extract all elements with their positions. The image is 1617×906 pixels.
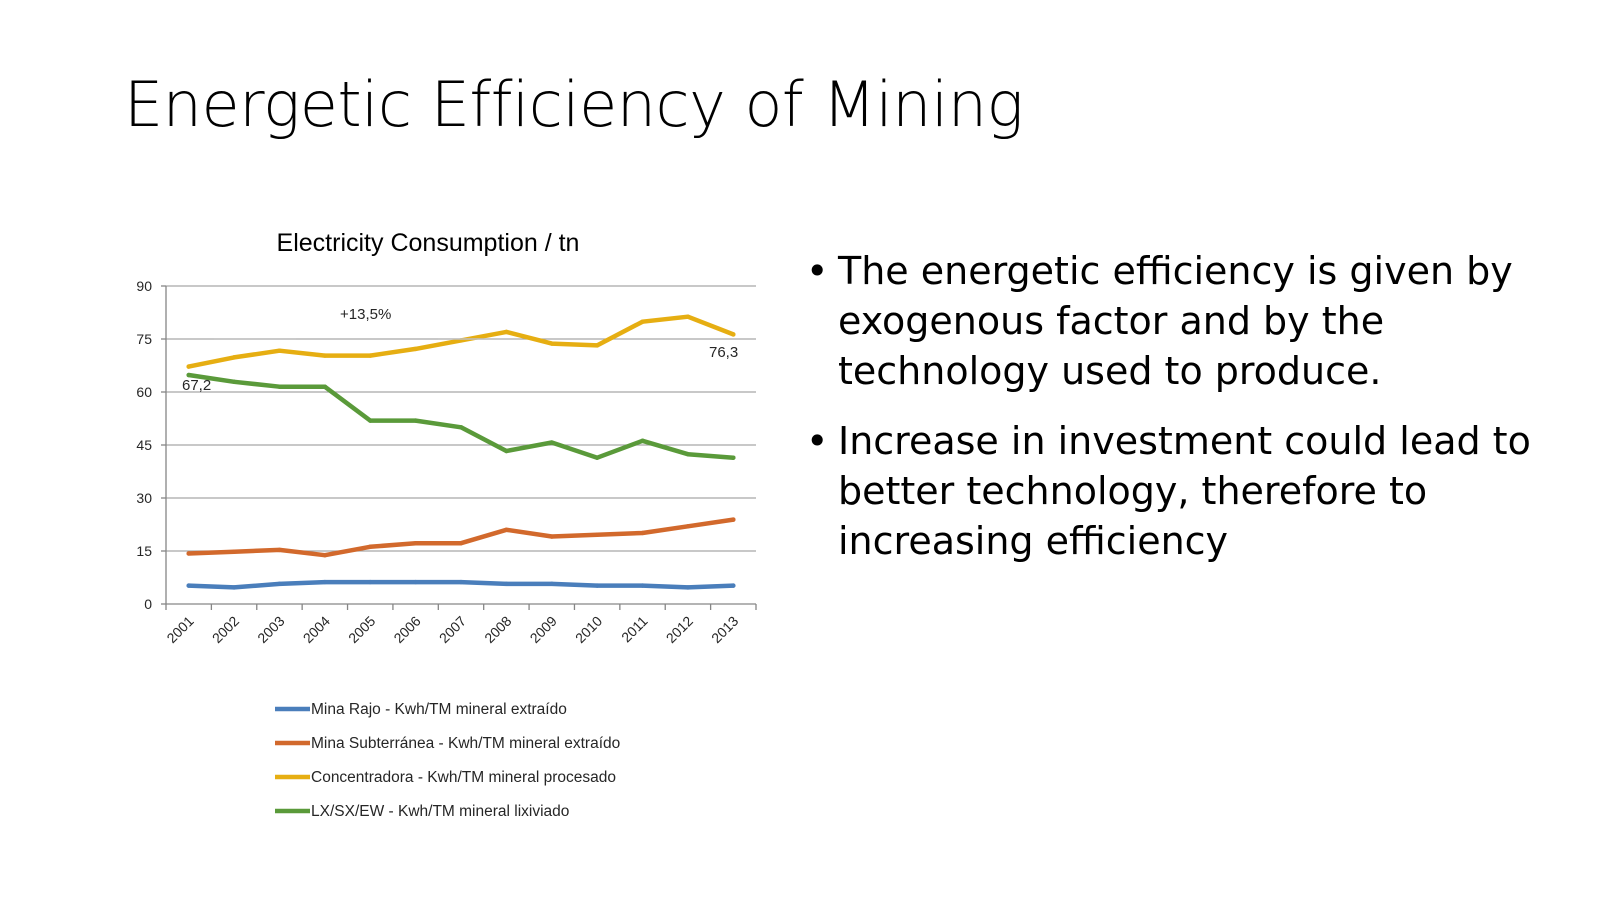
data-point [186, 372, 191, 378]
data-point [322, 353, 328, 358]
data-point [368, 353, 373, 358]
y-tick-label: 90 [136, 278, 152, 294]
data-point [322, 553, 328, 558]
x-tick-label: 2002 [209, 613, 242, 646]
data-point [549, 341, 554, 346]
series-line [186, 517, 736, 558]
x-tick-label: 2008 [481, 613, 514, 646]
x-tick-label: 2004 [300, 613, 333, 646]
data-point [413, 346, 418, 352]
bullet-item: • The energetic efficiency is given by ex… [806, 246, 1598, 396]
data-point [277, 547, 282, 553]
y-tick-label: 30 [136, 490, 152, 506]
bullet-text: The energetic efficiency is given by exo… [838, 249, 1513, 393]
legend-label: LX/SX/EW - Kwh/TM mineral lixiviado [311, 803, 569, 820]
annotations: +13,5% 67,2 76,3 [182, 306, 738, 394]
data-point [231, 549, 237, 554]
data-point [731, 583, 736, 588]
legend-label: Mina Rajo - Kwh/TM mineral extraído [311, 701, 567, 718]
data-point [368, 579, 373, 585]
legend: Mina Rajo - Kwh/TM mineral extraído Mina … [275, 701, 620, 820]
data-point [458, 541, 464, 546]
x-axis: 2001 2002 2003 2004 2005 2006 2007 2008 2009 2010… [163, 603, 757, 646]
data-point [640, 530, 645, 536]
x-tick-label: 2011 [618, 613, 651, 646]
data-point [549, 534, 554, 539]
chart-title: Electricity Consumption / tn [277, 229, 580, 257]
annotation-start-value: 67,2 [182, 377, 211, 394]
data-point [685, 314, 691, 319]
line-chart: Electricity Consumption / tn 0 15 30 45 60 75… [136, 229, 757, 820]
bullet-text: Increase in investment could lead to bet… [838, 419, 1531, 563]
data-point [322, 579, 328, 585]
y-tick-label: 75 [136, 331, 152, 347]
data-point [504, 329, 509, 335]
data-point [231, 355, 237, 360]
bullet-item: • Increase in investment could lead to be… [806, 416, 1598, 566]
data-point [504, 527, 509, 532]
y-tick-label: 15 [136, 543, 152, 559]
data-point [731, 517, 736, 522]
data-point [368, 418, 373, 423]
bullet-icon: • [806, 249, 829, 293]
x-tick-label: 2012 [663, 613, 696, 646]
data-point [504, 448, 509, 454]
data-point [186, 364, 191, 369]
data-point [640, 438, 645, 443]
data-point [368, 544, 373, 549]
data-point [186, 551, 191, 556]
x-tick-label: 2007 [436, 613, 469, 646]
data-point [277, 581, 282, 587]
data-point [277, 348, 282, 353]
annotation-growth: +13,5% [340, 306, 391, 323]
data-point [186, 583, 191, 588]
data-point [231, 379, 237, 384]
data-point [685, 451, 691, 457]
x-tick-label: 2009 [527, 613, 560, 646]
x-tick-label: 2010 [572, 613, 605, 646]
data-point [731, 455, 736, 460]
x-tick-label: 2005 [345, 613, 378, 646]
data-point [640, 319, 645, 324]
legend-label: Concentradora - Kwh/TM mineral procesado [311, 769, 616, 786]
data-point [685, 524, 691, 529]
data-point [594, 343, 600, 348]
slide-title: Energetic Efficiency of Mining [124, 68, 1024, 141]
data-point [549, 581, 554, 587]
data-point [685, 585, 691, 590]
data-point [277, 384, 282, 389]
data-point [504, 581, 509, 587]
data-point [594, 455, 600, 460]
legend-label: Mina Subterránea - Kwh/TM mineral extraí… [311, 735, 620, 752]
x-tick-label: 2001 [163, 613, 196, 646]
data-point [413, 418, 418, 423]
y-tick-label: 0 [144, 596, 152, 612]
data-point [231, 585, 237, 590]
annotation-end-value: 76,3 [709, 344, 738, 361]
data-point [549, 440, 554, 445]
data-point [594, 532, 600, 537]
data-point [731, 332, 736, 337]
plot-area [186, 314, 736, 590]
data-point [458, 425, 464, 430]
x-tick-label: 2006 [390, 613, 423, 646]
y-tick-label: 60 [136, 384, 152, 400]
data-point [322, 384, 328, 389]
data-point [458, 579, 464, 585]
bullet-icon: • [806, 419, 829, 463]
y-tick-label: 45 [136, 437, 152, 453]
gridlines [166, 285, 756, 552]
bullet-list: • The energetic efficiency is given by ex… [806, 246, 1598, 586]
data-point [413, 579, 418, 585]
data-point [413, 541, 418, 546]
x-tick-label: 2013 [708, 613, 741, 646]
data-point [640, 583, 645, 588]
data-point [594, 583, 600, 588]
y-axis: 0 15 30 45 60 75 90 [136, 278, 167, 612]
x-tick-label: 2003 [254, 613, 287, 646]
